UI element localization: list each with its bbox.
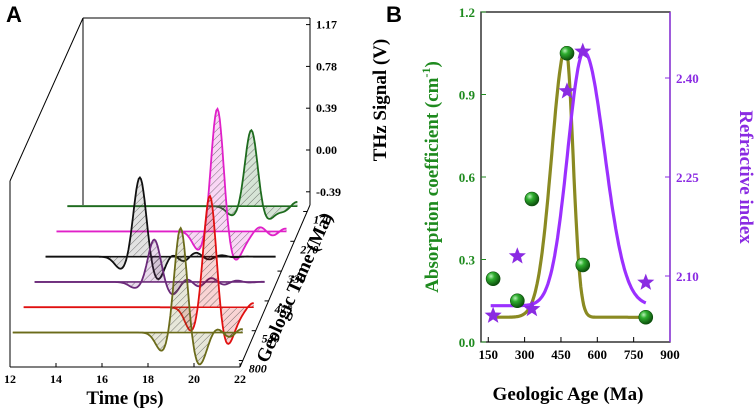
b-x-tick-label: 450 — [551, 347, 571, 362]
b-refractive-point — [574, 42, 592, 59]
b-x-tick-label: 150 — [479, 347, 499, 362]
b-right-tick-label: 2.10 — [676, 269, 699, 284]
a-x-tick-label: 12 — [4, 372, 16, 386]
b-refractive-point — [558, 82, 576, 99]
b-refractive-point — [484, 306, 502, 323]
a-depth-tick-label: 170 — [313, 212, 331, 226]
a-z-tick-label: 0.78 — [316, 59, 337, 73]
a-depth-tick-label: 330 — [286, 272, 305, 286]
panel-b-x-ticks: 150 300 450 600 750 900 — [479, 337, 680, 362]
a-trace-hatch — [67, 130, 298, 219]
panel-a-x-title: Time (ps) — [86, 388, 163, 409]
a-trace-line — [67, 128, 298, 220]
b-absorption-point — [524, 191, 540, 207]
b-left-tick-label: 0.3 — [459, 253, 476, 268]
b-absorption-point — [485, 271, 501, 287]
panel-b-left-ticks: 0.0 0.3 0.6 0.9 1.2 — [459, 5, 486, 350]
panel-b-letter: B — [386, 2, 402, 27]
a-z-tick-label: 0.39 — [316, 101, 337, 115]
b-left-tick-label: 0.0 — [459, 335, 475, 350]
a-z-tick-label: -0.39 — [316, 185, 341, 199]
a-z-tick-label: 1.17 — [316, 18, 337, 32]
panel-b-left-title-text: Absorption coefficient (cm — [422, 77, 443, 292]
panel-a-z-ticks: 1.17 0.78 0.39 0.00 -0.39 — [306, 18, 341, 199]
b-x-tick-label: 600 — [588, 347, 608, 362]
panel-b-right-title: Refractive index — [735, 110, 754, 244]
b-absorption-point — [575, 257, 591, 273]
b-x-tick-label: 900 — [660, 347, 680, 362]
b-absorption-point — [559, 45, 575, 61]
panel-b-left-title-sup: -1 — [419, 68, 433, 78]
panel-b-points — [484, 42, 655, 325]
b-absorption-point — [510, 293, 525, 309]
a-depth-tick-label: 800 — [249, 362, 267, 376]
panel-a-letter: A — [6, 2, 22, 27]
panel-b-right-ticks: 2.10 2.25 2.40 — [665, 12, 699, 342]
a-depth-tick-label: 475 — [274, 302, 293, 316]
b-absorption-fit — [490, 45, 646, 319]
a-trace-line — [12, 226, 243, 366]
a-trace-line — [23, 194, 254, 345]
panel-a-z-title: THz Signal (V) — [370, 39, 391, 161]
b-refractive-point — [637, 273, 655, 290]
a-trace-line — [34, 238, 265, 296]
a-depth-tick-label: 270 — [299, 242, 318, 256]
a-trace-hatch — [23, 196, 254, 344]
b-absorption-point — [638, 309, 654, 325]
b-left-tick-label: 1.2 — [459, 5, 475, 20]
b-left-tick-label: 0.6 — [459, 170, 476, 185]
panel-b-left-title: Absorption coefficient (cm-1) — [419, 61, 443, 293]
b-x-tick-label: 750 — [624, 347, 644, 362]
panel-a-x-ticks: 12 14 16 18 20 22 — [4, 363, 246, 386]
panel-a-traces — [12, 107, 298, 366]
panel-b-left-title-end: ) — [422, 61, 443, 67]
a-x-tick-label: 16 — [96, 372, 108, 386]
panel-b-x-title: Geologic Age (Ma) — [493, 384, 644, 405]
b-right-tick-label: 2.25 — [676, 170, 699, 185]
b-right-tick-label: 2.40 — [676, 71, 699, 86]
a-x-tick-label: 14 — [50, 372, 62, 386]
b-refractive-point — [508, 247, 526, 264]
b-refractive-point — [523, 300, 541, 317]
b-left-tick-label: 0.9 — [459, 88, 476, 103]
panel-a-depth-title: Geologic Time (Ma) — [252, 210, 337, 366]
a-depth-tick-label: 540 — [262, 332, 280, 346]
panel-a-depth-ticks: 170 270 330 475 540 800 — [238, 210, 331, 376]
panel-a-box — [9, 17, 311, 368]
a-x-tick-label: 18 — [142, 372, 154, 386]
a-x-tick-label: 22 — [234, 372, 246, 386]
a-z-tick-label: 0.00 — [316, 143, 337, 157]
a-x-tick-label: 20 — [188, 372, 200, 386]
panel-a: A 12 14 16 18 20 22 170 270 330 475 540 800 1.17 0.… — [4, 2, 391, 409]
b-x-tick-label: 300 — [515, 347, 535, 362]
panel-b: B 150 300 450 600 750 900 0.0 0.3 0.6 0.9 1.2 2.1… — [386, 2, 754, 405]
a-trace-line — [56, 107, 287, 261]
